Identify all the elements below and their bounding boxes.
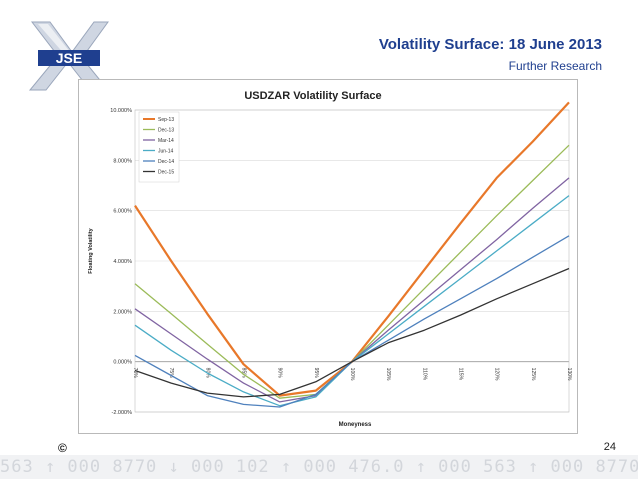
volatility-surface-chart: USDZAR Volatility Surface -2.000% 0.000% 2… [88, 90, 572, 428]
chart-title: USDZAR Volatility Surface [244, 90, 381, 102]
x-tick-label: 105% [385, 368, 391, 381]
x-tick-label: 90% [277, 368, 283, 379]
plot-area-border [134, 109, 570, 413]
x-tick-label: 100% [349, 368, 355, 381]
legend-label: Sep-13 [158, 117, 174, 123]
copyright-symbol: © [58, 441, 67, 455]
jse-logo: JSE [28, 21, 110, 91]
slide-title: Volatility Surface: 18 June 2013 [378, 36, 602, 53]
logo-text: JSE [56, 50, 82, 66]
y-tick-label: 0.000% [113, 360, 132, 366]
stock-ticker-text: 563 ↑ 000 8770 ↓ 000 102 ↑ 000 476.0 ↑ 0… [0, 457, 638, 477]
chart-container: USDZAR Volatility Surface -2.000% 0.000% 2… [78, 79, 578, 434]
legend-label: Dec-15 [158, 170, 174, 176]
y-tick-label: 6.000% [113, 209, 132, 215]
series-line-dec-15 [134, 267, 570, 398]
page-number: 24 [603, 441, 616, 453]
x-tick-label: 125% [530, 368, 536, 381]
y-tick-label: 8.000% [113, 158, 132, 164]
x-tick-label: 130% [566, 368, 572, 381]
x-tick-label: 115% [458, 368, 464, 381]
slide-subtitle: Further Research [508, 59, 602, 73]
series-lines [134, 101, 570, 408]
legend-label: Mar-14 [158, 138, 174, 144]
series-line-sep-13 [134, 101, 570, 397]
x-axis-ticks: 70% 75% 80% 85% 90% 95% 100% 105% 110% 115% 120% 12… [132, 368, 572, 381]
y-tick-label: 4.000% [113, 259, 132, 265]
y-tick-label: -2.000% [112, 410, 133, 416]
x-axis-label: Moneyness [339, 422, 372, 428]
x-tick-label: 120% [494, 368, 500, 381]
y-tick-label: 2.000% [113, 309, 132, 315]
logo-band [38, 50, 100, 66]
legend-label: Dec-14 [158, 159, 174, 165]
y-tick-label: 10.000% [110, 108, 132, 114]
legend-label: Jun-14 [158, 149, 174, 155]
series-line-dec-14 [134, 235, 570, 408]
x-tick-label: 70% [132, 368, 138, 379]
x-tick-label: 95% [313, 368, 319, 379]
legend-box [138, 111, 180, 183]
x-tick-label: 75% [168, 368, 174, 379]
legend-label: Dec-13 [158, 128, 174, 134]
x-tick-label: 85% [241, 368, 247, 379]
chart-legend: Sep-13 Dec-13 Mar-14 Jun-14 Dec-14 Dec-15 [138, 111, 180, 183]
x-tick-label: 110% [421, 368, 427, 381]
y-axis-label: Floating Volatility [88, 227, 94, 273]
y-axis-ticks: -2.000% 0.000% 2.000% 4.000% 6.000% 8.000% 10.… [110, 108, 132, 416]
stock-ticker-band: 563 ↑ 000 8770 ↓ 000 102 ↑ 000 476.0 ↑ 0… [0, 455, 638, 479]
